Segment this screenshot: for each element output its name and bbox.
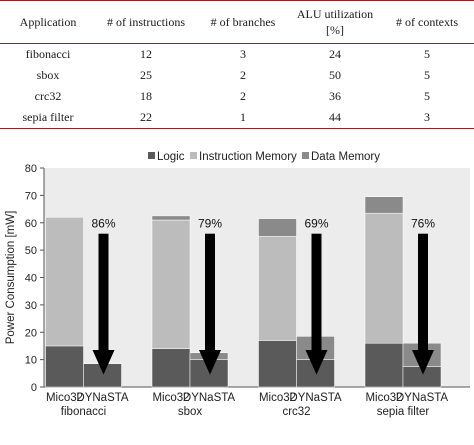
bar-segment-logic xyxy=(258,340,297,388)
y-tick-label: 60 xyxy=(25,218,37,230)
reduction-arrow-head xyxy=(92,350,115,375)
chart-svg: Logic Instruction Memory Data Memory 0 10 20 3… xyxy=(5,151,470,418)
cell-contexts: 5 xyxy=(424,89,430,103)
cell-branches: 3 xyxy=(240,47,246,61)
cell-branches: 1 xyxy=(196,107,290,129)
cell-alu-utilization: 44 xyxy=(290,107,380,129)
x-tick-label: DYNaSTA xyxy=(396,392,449,404)
bar-segment-instruction-memory xyxy=(258,236,297,341)
cell-contexts: 5 xyxy=(424,47,430,61)
group-label: crc32 xyxy=(282,406,310,418)
power-consumption-chart: Logic Instruction Memory Data Memory 0 10 20 3… xyxy=(0,144,474,440)
cell-application: crc32 xyxy=(34,89,62,103)
bar-segment-data-memory xyxy=(258,218,297,237)
reduction-arrow-head xyxy=(305,350,328,375)
cell-application: sbox xyxy=(36,68,60,82)
header-instructions: # of instructions xyxy=(96,0,196,44)
cell-contexts: 3 xyxy=(380,107,474,129)
reduction-arrow-head xyxy=(199,350,221,375)
table-row: fibonacci 12 3 24 5 xyxy=(0,44,474,66)
legend: Logic Instruction Memory Data Memory xyxy=(148,151,380,163)
header-alu-utilization: ALU utilization [%] xyxy=(290,0,380,44)
cell-alu-utilization: 36 xyxy=(329,89,341,103)
reduction-arrow-shaft xyxy=(418,233,428,351)
x-tick-label: Mico32 xyxy=(259,392,296,404)
bar-segment-logic xyxy=(364,342,404,388)
applications-table: Application # of instructions # of branc… xyxy=(0,0,474,129)
reduction-arrow-head xyxy=(412,350,434,375)
reduction-label: 86% xyxy=(91,217,115,231)
group-label: sepia filter xyxy=(377,406,430,418)
x-tick-label: DYNaSTA xyxy=(183,392,236,404)
bar-segment-data-memory xyxy=(364,196,404,214)
cell-branches: 2 xyxy=(240,68,246,82)
cell-contexts: 5 xyxy=(424,68,430,82)
reduction-label: 76% xyxy=(411,217,435,231)
reduction-label: 69% xyxy=(304,217,328,231)
table-row: sepia filter 22 1 44 3 xyxy=(0,107,474,129)
bar-segment-logic xyxy=(45,345,84,388)
bar-segment-instruction-memory xyxy=(151,219,191,349)
x-tick-label: DYNaSTA xyxy=(76,392,129,404)
x-tick-label: DYNaSTA xyxy=(289,392,342,404)
cell-instructions: 12 xyxy=(140,47,152,61)
y-axis-label: Power Consumption [mW] xyxy=(5,211,17,345)
bar-segment-logic xyxy=(151,348,191,388)
y-tick-label: 40 xyxy=(25,273,37,285)
cell-alu-utilization: 24 xyxy=(329,47,341,61)
reduction-arrow-shaft xyxy=(98,233,109,351)
cell-application: sepia filter xyxy=(0,107,96,129)
cell-instructions: 18 xyxy=(140,89,152,103)
y-tick-label: 50 xyxy=(25,245,37,257)
bar-segment-data-memory xyxy=(151,215,191,221)
legend-swatch xyxy=(148,152,155,159)
cell-application: fibonacci xyxy=(25,47,71,61)
legend-swatch xyxy=(302,152,309,159)
bar-segment-instruction-memory xyxy=(45,217,84,347)
x-tick-label: Mico32 xyxy=(365,392,402,404)
header-branches: # of branches xyxy=(196,0,290,44)
cell-alu-utilization: 50 xyxy=(329,68,341,82)
y-tick-label: 10 xyxy=(25,355,37,367)
y-tick-label: 20 xyxy=(25,327,37,339)
legend-entry: Instruction Memory xyxy=(199,151,297,163)
legend-entry: Data Memory xyxy=(311,151,380,163)
y-tick-label: 0 xyxy=(31,382,37,394)
applications-table-container: Application # of instructions # of branc… xyxy=(0,0,474,132)
header-contexts: # of contexts xyxy=(380,0,474,44)
alu-header-text: ALU utilization [%] xyxy=(296,7,374,37)
cell-branches: 2 xyxy=(240,89,246,103)
x-tick-label: Mico32 xyxy=(152,392,189,404)
x-tick-label: Mico32 xyxy=(46,392,83,404)
y-tick-label: 70 xyxy=(25,190,37,202)
legend-entry: Logic xyxy=(157,151,185,163)
header-application: Application xyxy=(0,0,96,44)
table-header-row: Application # of instructions # of branc… xyxy=(0,0,474,44)
group-label: fibonacci xyxy=(61,406,106,418)
legend-swatch xyxy=(190,152,197,159)
reduction-arrow-shaft xyxy=(311,233,322,351)
cell-instructions: 22 xyxy=(96,107,196,129)
y-tick-label: 80 xyxy=(25,163,37,175)
group-label: sbox xyxy=(178,406,203,418)
table-row: sbox 25 2 50 5 xyxy=(0,65,474,86)
bar-segment-instruction-memory xyxy=(364,212,404,344)
y-tick-label: 30 xyxy=(25,300,37,312)
table-row: crc32 18 2 36 5 xyxy=(0,86,474,107)
cell-instructions: 25 xyxy=(140,68,152,82)
reduction-label: 79% xyxy=(198,217,222,231)
reduction-arrow-shaft xyxy=(205,233,215,351)
